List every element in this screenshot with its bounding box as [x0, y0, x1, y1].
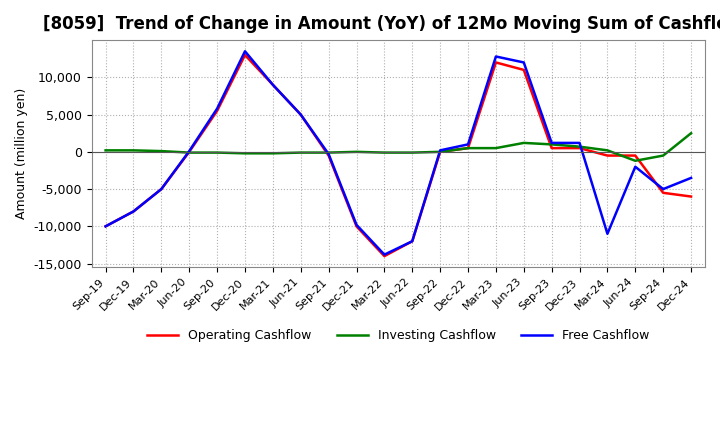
Operating Cashflow	[547, 146, 556, 151]
Free Cashflow	[102, 224, 110, 229]
Operating Cashflow	[102, 224, 110, 229]
Free Cashflow	[129, 209, 138, 214]
Investing Cashflow	[631, 158, 639, 163]
Line: Free Cashflow: Free Cashflow	[106, 51, 691, 255]
Free Cashflow	[380, 252, 389, 257]
Free Cashflow	[269, 82, 277, 88]
Investing Cashflow	[575, 144, 584, 149]
Line: Operating Cashflow: Operating Cashflow	[106, 55, 691, 256]
Operating Cashflow	[575, 146, 584, 151]
Operating Cashflow	[213, 108, 222, 114]
Free Cashflow	[687, 175, 696, 180]
Investing Cashflow	[464, 146, 472, 151]
Free Cashflow	[519, 60, 528, 65]
Investing Cashflow	[157, 148, 166, 154]
Title: [8059]  Trend of Change in Amount (YoY) of 12Mo Moving Sum of Cashflows: [8059] Trend of Change in Amount (YoY) o…	[43, 15, 720, 33]
Investing Cashflow	[240, 150, 249, 156]
Investing Cashflow	[519, 140, 528, 146]
Operating Cashflow	[240, 52, 249, 58]
Free Cashflow	[240, 49, 249, 54]
Operating Cashflow	[352, 224, 361, 229]
Operating Cashflow	[324, 153, 333, 158]
Operating Cashflow	[129, 209, 138, 214]
Line: Investing Cashflow: Investing Cashflow	[106, 133, 691, 161]
Investing Cashflow	[297, 150, 305, 155]
Investing Cashflow	[380, 150, 389, 155]
Free Cashflow	[547, 140, 556, 146]
Free Cashflow	[297, 112, 305, 117]
Investing Cashflow	[352, 149, 361, 154]
Free Cashflow	[464, 142, 472, 147]
Free Cashflow	[631, 164, 639, 169]
Free Cashflow	[492, 54, 500, 59]
Y-axis label: Amount (million yen): Amount (million yen)	[15, 88, 28, 219]
Free Cashflow	[185, 148, 194, 154]
Operating Cashflow	[297, 112, 305, 117]
Free Cashflow	[436, 148, 444, 153]
Operating Cashflow	[631, 153, 639, 158]
Investing Cashflow	[659, 153, 667, 158]
Operating Cashflow	[408, 238, 417, 244]
Free Cashflow	[324, 151, 333, 157]
Operating Cashflow	[464, 146, 472, 151]
Investing Cashflow	[547, 142, 556, 147]
Investing Cashflow	[492, 146, 500, 151]
Free Cashflow	[352, 222, 361, 227]
Investing Cashflow	[269, 150, 277, 156]
Investing Cashflow	[324, 150, 333, 155]
Investing Cashflow	[102, 148, 110, 153]
Operating Cashflow	[659, 190, 667, 195]
Operating Cashflow	[185, 149, 194, 154]
Free Cashflow	[157, 187, 166, 192]
Investing Cashflow	[408, 150, 417, 155]
Free Cashflow	[408, 238, 417, 244]
Operating Cashflow	[436, 149, 444, 154]
Operating Cashflow	[687, 194, 696, 199]
Operating Cashflow	[380, 253, 389, 259]
Operating Cashflow	[492, 60, 500, 65]
Investing Cashflow	[213, 150, 222, 155]
Free Cashflow	[659, 187, 667, 192]
Operating Cashflow	[269, 82, 277, 88]
Operating Cashflow	[603, 153, 612, 158]
Operating Cashflow	[519, 67, 528, 73]
Investing Cashflow	[436, 149, 444, 154]
Investing Cashflow	[129, 148, 138, 153]
Operating Cashflow	[157, 187, 166, 192]
Investing Cashflow	[185, 150, 194, 155]
Legend: Operating Cashflow, Investing Cashflow, Free Cashflow: Operating Cashflow, Investing Cashflow, …	[142, 324, 654, 348]
Investing Cashflow	[603, 148, 612, 153]
Free Cashflow	[603, 231, 612, 236]
Free Cashflow	[213, 106, 222, 111]
Investing Cashflow	[687, 131, 696, 136]
Free Cashflow	[575, 140, 584, 146]
